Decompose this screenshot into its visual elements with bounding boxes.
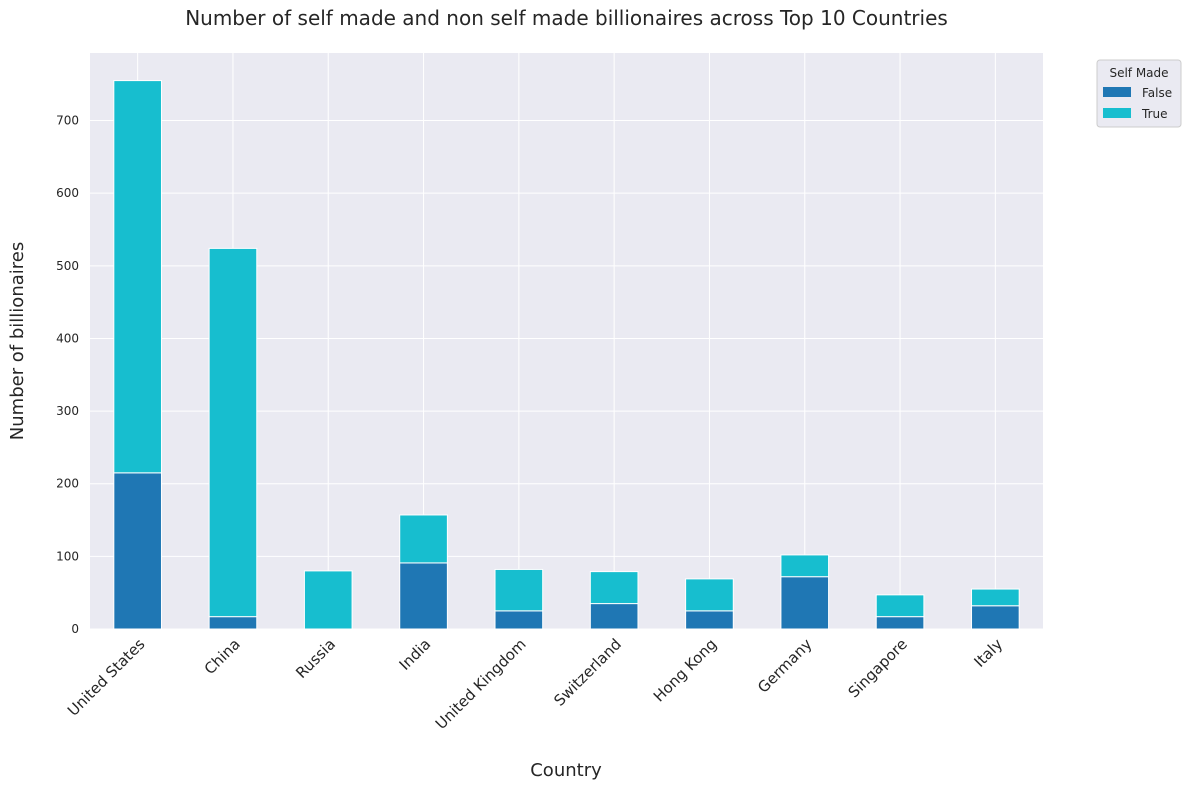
- bar-true: [589, 571, 639, 605]
- bar-true: [875, 594, 925, 618]
- legend-swatch: [1103, 87, 1131, 97]
- bar-true: [685, 578, 734, 612]
- bar-true: [208, 247, 258, 618]
- y-tick-label: 600: [56, 186, 79, 200]
- bar-true: [494, 568, 544, 612]
- x-tick-label: United Kingdom: [432, 635, 530, 733]
- bar-false: [875, 616, 925, 630]
- x-tick-label: China: [201, 635, 244, 678]
- y-tick-label: 400: [56, 331, 79, 345]
- bar-true: [399, 514, 448, 564]
- bar-true: [780, 554, 830, 578]
- chart-title: Number of self made and non self made bi…: [185, 6, 948, 30]
- legend-label: False: [1142, 86, 1172, 100]
- y-axis-label: Number of billionaires: [7, 242, 28, 440]
- bar-false: [589, 603, 639, 630]
- x-tick-label: Hong Kong: [650, 635, 720, 705]
- legend-label: True: [1141, 107, 1168, 121]
- bar-false: [113, 472, 162, 630]
- y-tick-label: 100: [56, 549, 79, 563]
- x-tick-label: Russia: [292, 635, 339, 682]
- bar-true: [303, 570, 353, 630]
- x-tick-label: Italy: [970, 635, 1006, 671]
- legend-swatch: [1103, 108, 1131, 118]
- y-tick-label: 200: [56, 477, 79, 491]
- x-tick-label: India: [396, 635, 435, 674]
- legend-title: Self Made: [1109, 66, 1168, 80]
- bar-false: [208, 616, 258, 630]
- bar-false: [971, 605, 1020, 630]
- x-axis-label: Country: [530, 760, 602, 781]
- bar-true: [971, 588, 1020, 607]
- bars: [113, 80, 1020, 630]
- bar-true: [113, 80, 162, 474]
- y-axis-ticks: 0 100 200 300 400 500 600 700: [56, 114, 79, 636]
- y-tick-label: 500: [56, 259, 79, 273]
- y-tick-label: 700: [56, 114, 79, 128]
- y-tick-label: 0: [71, 622, 79, 636]
- bar-false: [494, 610, 544, 630]
- bar-false: [780, 576, 830, 630]
- x-tick-label: Germany: [754, 635, 816, 697]
- bar-false: [399, 562, 448, 630]
- bar-false: [685, 610, 734, 630]
- x-tick-label: Singapore: [845, 635, 911, 701]
- x-tick-label: United States: [64, 635, 149, 720]
- x-tick-label: Switzerland: [550, 635, 625, 710]
- legend: Self Made False True: [1096, 59, 1182, 128]
- y-tick-label: 300: [56, 404, 79, 418]
